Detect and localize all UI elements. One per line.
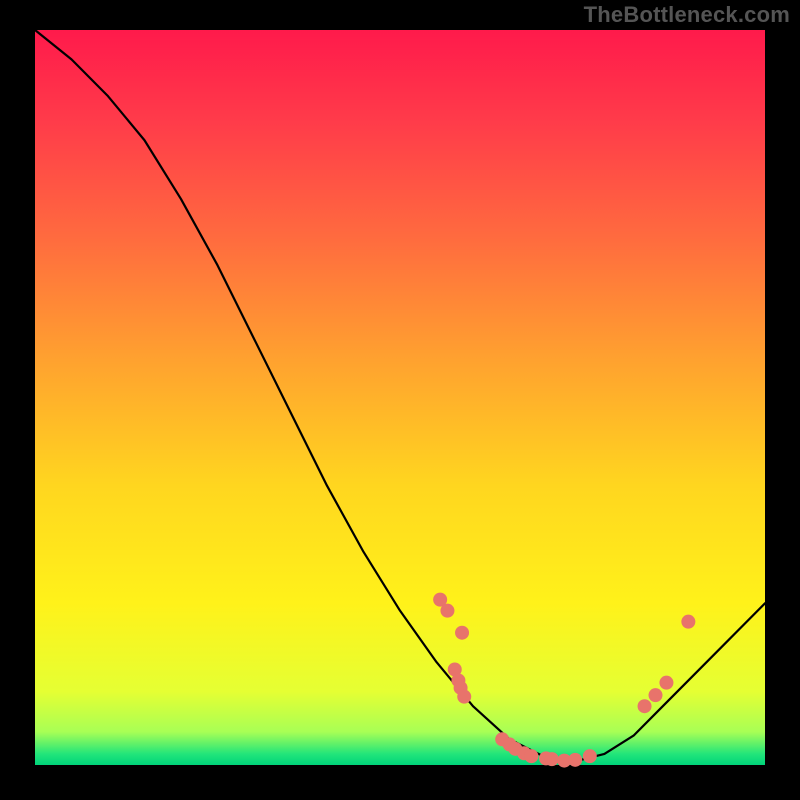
data-marker bbox=[659, 676, 673, 690]
watermark-text: TheBottleneck.com bbox=[584, 2, 790, 28]
data-marker bbox=[524, 749, 538, 763]
data-marker bbox=[681, 615, 695, 629]
data-marker bbox=[638, 699, 652, 713]
data-marker bbox=[455, 626, 469, 640]
data-marker bbox=[568, 753, 582, 767]
chart-container: TheBottleneck.com bbox=[0, 0, 800, 800]
data-marker bbox=[545, 752, 559, 766]
data-marker bbox=[649, 688, 663, 702]
data-marker bbox=[440, 604, 454, 618]
data-marker bbox=[583, 749, 597, 763]
chart-svg bbox=[0, 0, 800, 800]
data-marker bbox=[457, 690, 471, 704]
